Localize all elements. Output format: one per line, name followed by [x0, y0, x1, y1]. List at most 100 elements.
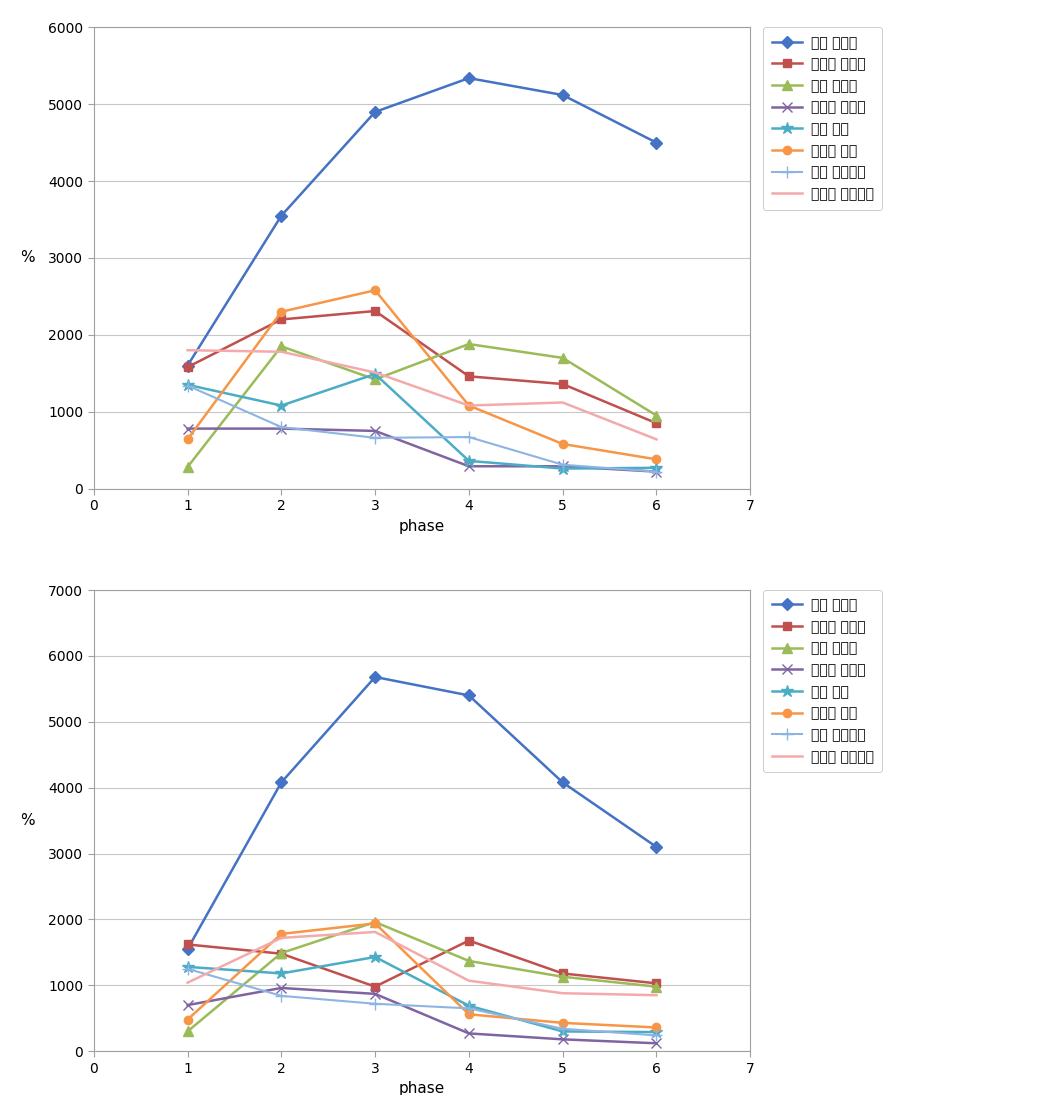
오른쪽 승모근: [369, 980, 381, 993]
오른쪽 요근: [181, 433, 194, 446]
오른쪽 광배근: [556, 1033, 569, 1046]
오른쪽 요근: [275, 306, 288, 319]
왼쪽 광배근: [463, 955, 475, 968]
오른쪽 요근: [181, 1013, 194, 1026]
Line: 오른쪽 외복사근: 오른쪽 외복사근: [188, 350, 656, 439]
오른쪽 외복사근: [463, 975, 475, 988]
오른쪽 광배근: [369, 988, 381, 1001]
Line: 오른쪽 요근: 오른쪽 요근: [183, 919, 661, 1031]
Legend: 왼쪽 승모근, 오른쪽 승모근, 왼쪽 광배근, 오른쪽 광배근, 왼쪽 요근, 오른쪽 요근, 왼쪽 외복사근, 오른쪽 외복사근: 왼쪽 승모근, 오른쪽 승모근, 왼쪽 광배근, 오른쪽 광배근, 왼쪽 요근,…: [764, 27, 882, 209]
오른쪽 광배근: [650, 465, 663, 479]
왼쪽 외복사근: [369, 998, 381, 1011]
왼쪽 외복사근: [369, 431, 381, 445]
왼쪽 요근: [463, 454, 475, 468]
Line: 왼쪽 승모근: 왼쪽 승모근: [183, 672, 661, 954]
왼쪽 승모근: [463, 689, 475, 702]
Line: 왼쪽 광배근: 왼쪽 광배근: [182, 918, 662, 1036]
오른쪽 광배근: [369, 425, 381, 438]
왼쪽 광배근: [556, 351, 569, 365]
오른쪽 승모근: [275, 313, 288, 326]
Line: 오른쪽 승모근: 오른쪽 승모근: [183, 307, 661, 427]
Line: 왼쪽 외복사근: 왼쪽 외복사근: [182, 380, 662, 477]
왼쪽 요근: [275, 967, 288, 980]
오른쪽 요근: [275, 927, 288, 941]
오른쪽 요근: [463, 1007, 475, 1021]
왼쪽 외복사근: [556, 458, 569, 471]
오른쪽 광배근: [181, 999, 194, 1012]
Line: 왼쪽 광배근: 왼쪽 광배근: [182, 339, 662, 472]
오른쪽 외복사근: [275, 345, 288, 358]
왼쪽 외복사근: [463, 430, 475, 443]
왼쪽 승모근: [556, 89, 569, 102]
오른쪽 승모근: [463, 370, 475, 383]
왼쪽 광배근: [369, 372, 381, 385]
왼쪽 요근: [556, 462, 569, 475]
왼쪽 광배근: [275, 946, 288, 959]
왼쪽 광배근: [275, 339, 288, 353]
오른쪽 외복사근: [650, 433, 663, 446]
Line: 오른쪽 외복사근: 오른쪽 외복사근: [188, 932, 656, 995]
Line: 오른쪽 광배근: 오른쪽 광배근: [182, 424, 662, 476]
Line: 오른쪽 광배근: 오른쪽 광배근: [182, 983, 662, 1048]
오른쪽 외복사근: [556, 987, 569, 1000]
오른쪽 외복사근: [650, 989, 663, 1002]
오른쪽 승모근: [275, 947, 288, 960]
왼쪽 광배근: [463, 337, 475, 350]
왼쪽 외복사근: [650, 465, 663, 479]
Y-axis label: %: %: [20, 814, 34, 828]
X-axis label: phase: phase: [399, 519, 445, 533]
오른쪽 승모근: [650, 977, 663, 990]
오른쪽 승모근: [369, 304, 381, 318]
오른쪽 광배근: [181, 422, 194, 435]
오른쪽 광배근: [463, 460, 475, 473]
왼쪽 승모근: [275, 209, 288, 222]
오른쪽 승모근: [556, 378, 569, 391]
오른쪽 광배근: [275, 981, 288, 994]
오른쪽 요근: [556, 437, 569, 450]
오른쪽 요근: [369, 917, 381, 930]
오른쪽 요근: [556, 1016, 569, 1029]
왼쪽 요근: [369, 368, 381, 381]
왼쪽 승모근: [650, 136, 663, 149]
왼쪽 외복사근: [650, 1029, 663, 1042]
왼쪽 요근: [181, 960, 194, 973]
왼쪽 광배근: [181, 461, 194, 474]
오른쪽 승모근: [181, 938, 194, 952]
오른쪽 외복사근: [181, 344, 194, 357]
왼쪽 요근: [369, 950, 381, 964]
왼쪽 승모근: [463, 71, 475, 84]
오른쪽 광배근: [463, 1027, 475, 1040]
왼쪽 승모근: [650, 840, 663, 853]
왼쪽 외복사근: [181, 379, 194, 392]
왼쪽 외복사근: [181, 963, 194, 976]
오른쪽 승모근: [556, 967, 569, 980]
왼쪽 승모근: [369, 105, 381, 118]
왼쪽 광배근: [650, 980, 663, 993]
왼쪽 승모근: [556, 776, 569, 789]
오른쪽 요근: [369, 284, 381, 297]
왼쪽 광배근: [650, 408, 663, 422]
왼쪽 승모근: [369, 670, 381, 683]
오른쪽 요근: [463, 399, 475, 412]
오른쪽 승모근: [181, 360, 194, 373]
왼쪽 광배근: [556, 970, 569, 983]
X-axis label: phase: phase: [399, 1081, 445, 1095]
오른쪽 승모근: [463, 934, 475, 947]
Line: 왼쪽 외복사근: 왼쪽 외복사근: [182, 964, 662, 1041]
Line: 왼쪽 요근: 왼쪽 요근: [181, 950, 663, 1038]
왼쪽 승모근: [181, 943, 194, 956]
오른쪽 외복사근: [556, 396, 569, 410]
오른쪽 광배근: [650, 1037, 663, 1050]
오른쪽 외복사근: [369, 925, 381, 938]
왼쪽 요근: [275, 399, 288, 412]
오른쪽 광배근: [275, 422, 288, 435]
왼쪽 요근: [181, 378, 194, 391]
오른쪽 외복사근: [463, 399, 475, 412]
오른쪽 승모근: [650, 417, 663, 430]
오른쪽 광배근: [556, 460, 569, 473]
왼쪽 요근: [556, 1025, 569, 1038]
왼쪽 외복사근: [463, 1002, 475, 1015]
왼쪽 승모근: [181, 359, 194, 372]
오른쪽 외복사근: [181, 976, 194, 989]
왼쪽 외복사근: [556, 1023, 569, 1036]
